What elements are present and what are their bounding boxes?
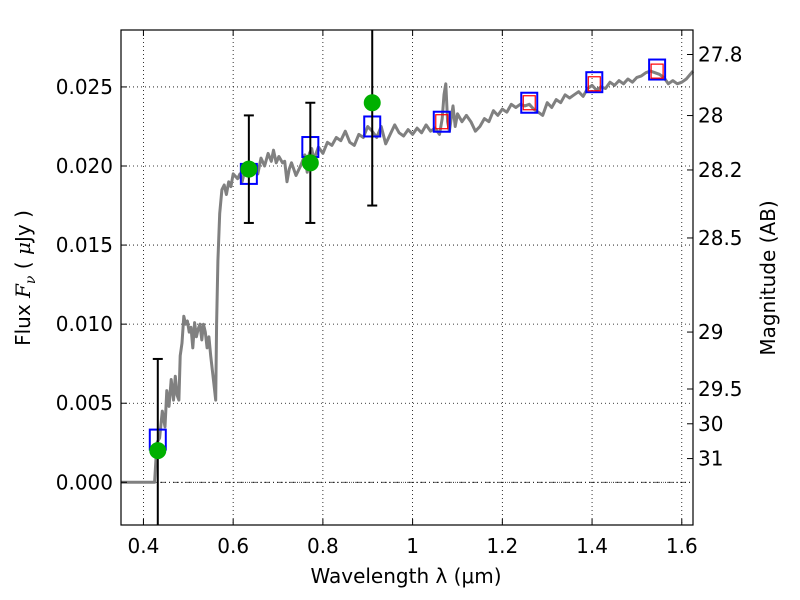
- right-tick-label: 28: [698, 104, 723, 128]
- x-tick-label: 1.4: [576, 534, 608, 558]
- right-axis-label: Magnitude (AB): [756, 200, 780, 355]
- upper-limits: [435, 63, 664, 130]
- y-tick-label: 0.000: [56, 470, 113, 494]
- x-tick-label: 1.6: [666, 534, 698, 558]
- upper-limit-point: [522, 95, 536, 111]
- model-photometry-point: [520, 91, 539, 114]
- model-photometry: [148, 58, 667, 451]
- x-tick-label: 1: [406, 534, 419, 558]
- y-tick-label: 0.025: [56, 75, 113, 99]
- right-axis: 27.8 28 28.2 28.5 29 29.5 30 31: [687, 43, 743, 471]
- y-tick-label: 0.020: [56, 154, 113, 178]
- x-axis: 0.4 0.6 0.8 1 1.2 1.4 1.6: [128, 30, 698, 558]
- x-tick-label: 1.2: [486, 534, 518, 558]
- x-tick-label: 0.6: [217, 534, 249, 558]
- right-tick-label: 28.2: [698, 158, 743, 182]
- observed-photometry: [149, 30, 381, 525]
- x-tick-label: 0.4: [128, 534, 160, 558]
- right-tick-label: 31: [698, 447, 723, 471]
- y-tick-label: 0.015: [56, 233, 113, 257]
- plot-frame: [120, 29, 694, 526]
- model-photometry-point: [432, 110, 451, 133]
- y-tick-label: 0.010: [56, 312, 113, 336]
- right-tick-label: 30: [698, 412, 723, 436]
- right-tick-label: 29: [698, 320, 723, 344]
- observed-point: [149, 442, 167, 460]
- x-axis-label: Wavelength λ (μm): [310, 564, 501, 588]
- y-tick-label: 0.005: [56, 391, 113, 415]
- y-axis: 0.000 0.005 0.010 0.015 0.020 0.025: [56, 75, 127, 494]
- y-axis-label: Flux Fν ( μJy ): [11, 210, 39, 346]
- right-tick-label: 29.5: [698, 377, 743, 401]
- model-photometry-point: [585, 71, 604, 94]
- upper-limit-point: [650, 63, 664, 79]
- observed-point: [301, 154, 319, 172]
- upper-limit-point: [435, 114, 449, 130]
- observed-point: [240, 160, 258, 178]
- right-tick-label: 27.8: [698, 43, 743, 67]
- grid-lines: [121, 30, 693, 525]
- right-tick-label: 28.5: [698, 226, 743, 250]
- model-photometry-point: [648, 58, 667, 81]
- model-spectrum-line: [121, 69, 695, 484]
- x-tick-label: 0.8: [307, 534, 339, 558]
- upper-limit-point: [587, 76, 601, 92]
- observed-point: [363, 94, 381, 112]
